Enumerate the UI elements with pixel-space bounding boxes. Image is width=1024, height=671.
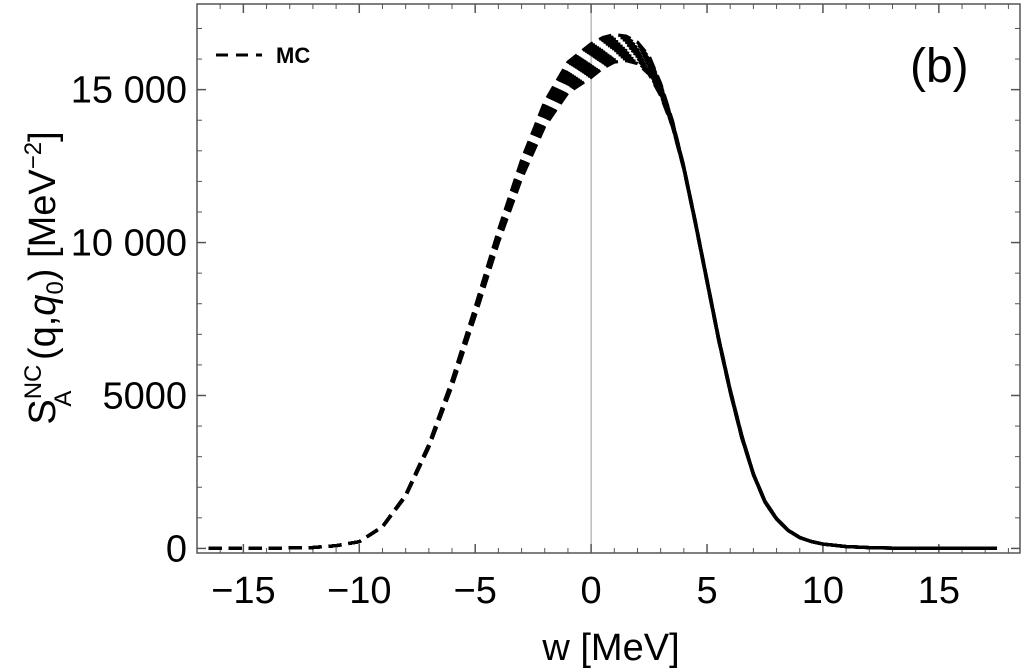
x-tick-label: −10 bbox=[327, 570, 391, 612]
x-tick-label: 15 bbox=[918, 570, 960, 612]
y-axis-ticks: 0 5000 10 000 15 000 bbox=[71, 27, 1020, 570]
x-tick-label: 5 bbox=[696, 570, 717, 612]
plot-frame bbox=[196, 3, 1021, 554]
y-label-args-close: ) bbox=[22, 269, 64, 282]
y-label-units-close: ] bbox=[22, 131, 64, 142]
x-axis-ticks: −15 −10 −5 0 5 10 15 bbox=[211, 4, 1009, 612]
y-tick-label: 0 bbox=[166, 528, 187, 570]
y-axis-label: SNC A (q,q0) [MeV−2] bbox=[20, 131, 77, 424]
legend-label-mc: MC bbox=[276, 43, 310, 68]
series-mc-curve bbox=[208, 58, 997, 551]
series-mc-curve bbox=[208, 54, 997, 551]
series-mc-curve bbox=[208, 48, 997, 551]
series-mc-curve bbox=[208, 39, 997, 551]
series-mc-curve bbox=[208, 35, 997, 551]
y-label-sub: A bbox=[50, 391, 77, 407]
y-label-base: S bbox=[22, 399, 64, 424]
series-group bbox=[208, 32, 997, 551]
series-mc-curve bbox=[208, 52, 997, 551]
series-mc-curve bbox=[208, 32, 997, 551]
series-mc-curve bbox=[208, 56, 997, 551]
x-tick-label: −15 bbox=[211, 570, 275, 612]
series-mc-curve bbox=[208, 46, 997, 551]
panel-label: (b) bbox=[910, 40, 969, 93]
x-tick-label: −5 bbox=[454, 570, 497, 612]
series-mc-curve bbox=[208, 37, 997, 551]
y-label-args-var-sub: 0 bbox=[42, 281, 69, 294]
y-tick-label: 10 000 bbox=[71, 223, 187, 265]
series-mc-curve bbox=[208, 42, 997, 551]
x-tick-label: 10 bbox=[802, 570, 844, 612]
x-tick-label: 0 bbox=[581, 570, 602, 612]
y-label-units-sup: −2 bbox=[20, 142, 47, 169]
y-label-args-open: (q, bbox=[22, 316, 64, 371]
series-mc-curve bbox=[208, 50, 997, 551]
y-label-sup: NC bbox=[20, 365, 47, 400]
series-mc-curve bbox=[208, 44, 997, 551]
y-tick-label: 5000 bbox=[102, 375, 187, 417]
y-label-args-var: q bbox=[22, 295, 64, 316]
x-axis-label: w [MeV] bbox=[541, 627, 679, 669]
legend: MC bbox=[216, 43, 310, 68]
y-label-units-open: [MeV bbox=[22, 169, 64, 269]
y-tick-label: 15 000 bbox=[71, 70, 187, 112]
